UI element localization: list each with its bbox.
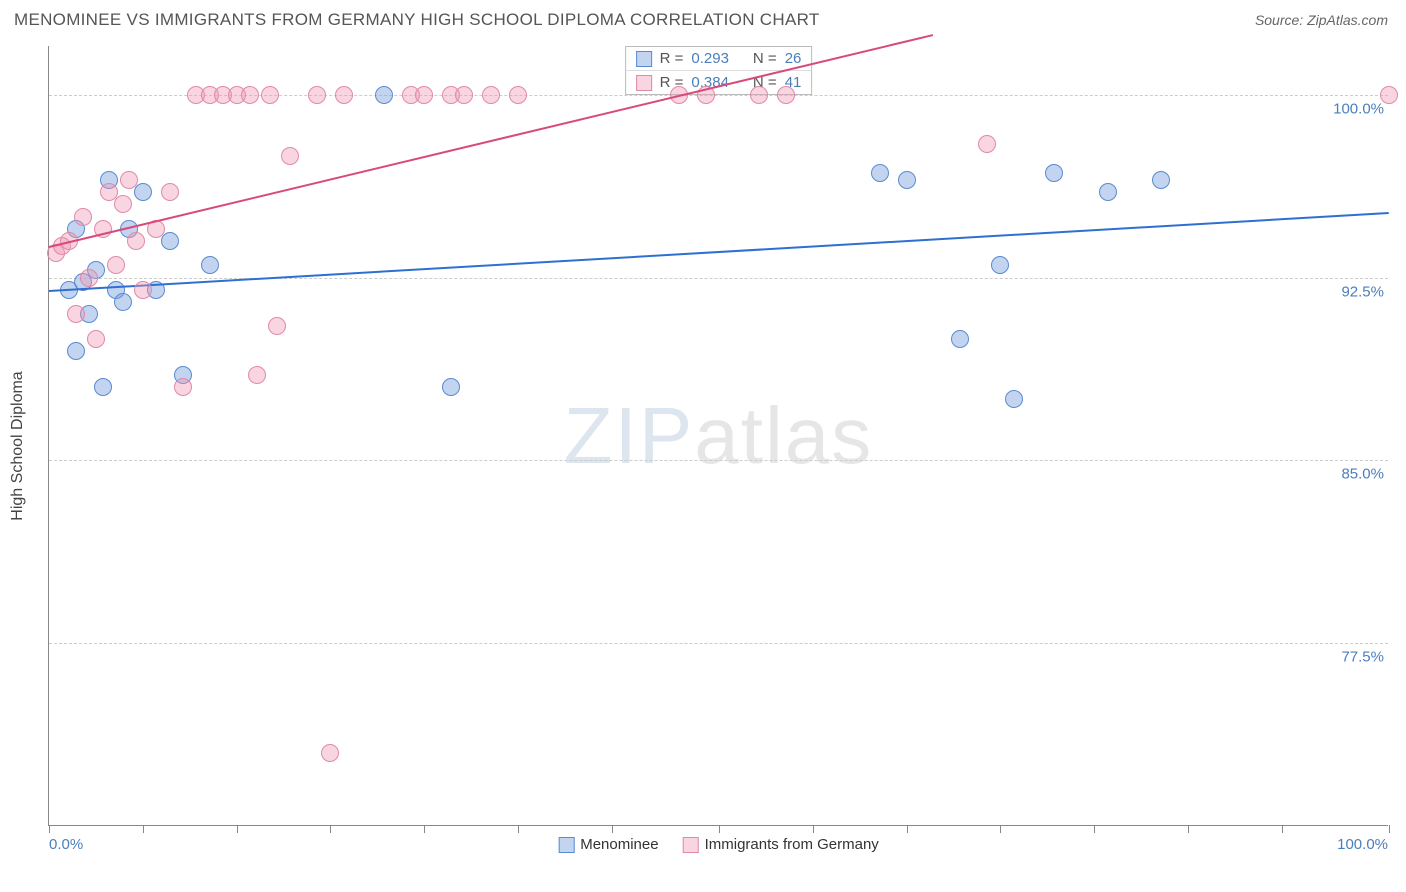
data-point-germany: [241, 86, 259, 104]
data-point-germany: [415, 86, 433, 104]
x-tick: [143, 825, 144, 833]
x-axis-min-label: 0.0%: [49, 836, 83, 853]
data-point-menominee: [1005, 390, 1023, 408]
x-tick: [612, 825, 613, 833]
y-tick-label: 100.0%: [1333, 100, 1390, 117]
data-point-germany: [308, 86, 326, 104]
legend-item-germany: Immigrants from Germany: [683, 836, 879, 853]
data-point-germany: [509, 86, 527, 104]
data-point-germany: [335, 86, 353, 104]
data-point-germany: [174, 378, 192, 396]
gridline: [49, 460, 1388, 461]
x-tick: [813, 825, 814, 833]
gridline: [49, 643, 1388, 644]
data-point-menominee: [114, 293, 132, 311]
source-prefix: Source:: [1255, 12, 1307, 28]
data-point-germany: [1380, 86, 1398, 104]
data-point-menominee: [375, 86, 393, 104]
data-point-germany: [978, 135, 996, 153]
x-tick: [237, 825, 238, 833]
data-point-menominee: [134, 183, 152, 201]
x-tick: [1282, 825, 1283, 833]
n-value-menominee: 26: [785, 50, 802, 67]
watermark-part2: atlas: [694, 391, 873, 480]
x-tick: [719, 825, 720, 833]
data-point-menominee: [442, 378, 460, 396]
x-tick: [49, 825, 50, 833]
stats-row-menominee: R = 0.293 N = 26: [626, 47, 812, 70]
watermark: ZIPatlas: [564, 390, 873, 482]
data-point-germany: [80, 269, 98, 287]
x-tick: [424, 825, 425, 833]
data-point-germany: [321, 744, 339, 762]
data-point-germany: [482, 86, 500, 104]
x-tick: [1389, 825, 1390, 833]
legend-label-germany: Immigrants from Germany: [705, 836, 879, 853]
data-point-germany: [127, 232, 145, 250]
data-point-germany: [67, 305, 85, 323]
x-tick: [1000, 825, 1001, 833]
swatch-menominee: [558, 837, 574, 853]
x-tick: [330, 825, 331, 833]
data-point-germany: [281, 147, 299, 165]
data-point-menominee: [991, 256, 1009, 274]
trend-line-germany: [49, 34, 934, 248]
data-point-menominee: [161, 232, 179, 250]
x-axis-max-label: 100.0%: [1337, 836, 1388, 853]
data-point-germany: [750, 86, 768, 104]
data-point-germany: [134, 281, 152, 299]
data-point-menominee: [898, 171, 916, 189]
swatch-germany: [636, 75, 652, 91]
data-point-menominee: [67, 342, 85, 360]
r-value-menominee: 0.293: [691, 50, 729, 67]
r-label: R =: [660, 50, 684, 67]
data-point-germany: [777, 86, 795, 104]
data-point-germany: [248, 366, 266, 384]
data-point-germany: [268, 317, 286, 335]
n-label: N =: [753, 50, 777, 67]
x-tick: [1188, 825, 1189, 833]
data-point-germany: [161, 183, 179, 201]
y-tick-label: 85.0%: [1341, 466, 1390, 483]
legend-label-menominee: Menominee: [580, 836, 658, 853]
data-point-menominee: [1152, 171, 1170, 189]
trend-line-menominee: [49, 212, 1389, 292]
swatch-germany: [683, 837, 699, 853]
data-point-germany: [87, 330, 105, 348]
x-tick: [518, 825, 519, 833]
watermark-part1: ZIP: [564, 391, 694, 480]
legend-item-menominee: Menominee: [558, 836, 658, 853]
series-legend: Menominee Immigrants from Germany: [558, 836, 879, 853]
data-point-germany: [120, 171, 138, 189]
chart-title: MENOMINEE VS IMMIGRANTS FROM GERMANY HIG…: [14, 10, 820, 30]
data-point-menominee: [201, 256, 219, 274]
y-tick-label: 92.5%: [1341, 283, 1390, 300]
data-point-germany: [107, 256, 125, 274]
data-point-menominee: [1099, 183, 1117, 201]
source-attribution: Source: ZipAtlas.com: [1255, 12, 1388, 28]
data-point-menominee: [951, 330, 969, 348]
data-point-menominee: [94, 378, 112, 396]
data-point-germany: [261, 86, 279, 104]
header: MENOMINEE VS IMMIGRANTS FROM GERMANY HIG…: [0, 0, 1406, 36]
data-point-germany: [114, 195, 132, 213]
data-point-germany: [455, 86, 473, 104]
y-tick-label: 77.5%: [1341, 649, 1390, 666]
x-tick: [1094, 825, 1095, 833]
data-point-germany: [74, 208, 92, 226]
swatch-menominee: [636, 51, 652, 67]
y-axis-label: High School Diploma: [9, 371, 27, 520]
source-name: ZipAtlas.com: [1307, 12, 1388, 28]
data-point-menominee: [1045, 164, 1063, 182]
x-tick: [907, 825, 908, 833]
data-point-menominee: [871, 164, 889, 182]
scatter-chart: ZIPatlas R = 0.293 N = 26 R = 0.384 N = …: [48, 46, 1388, 826]
